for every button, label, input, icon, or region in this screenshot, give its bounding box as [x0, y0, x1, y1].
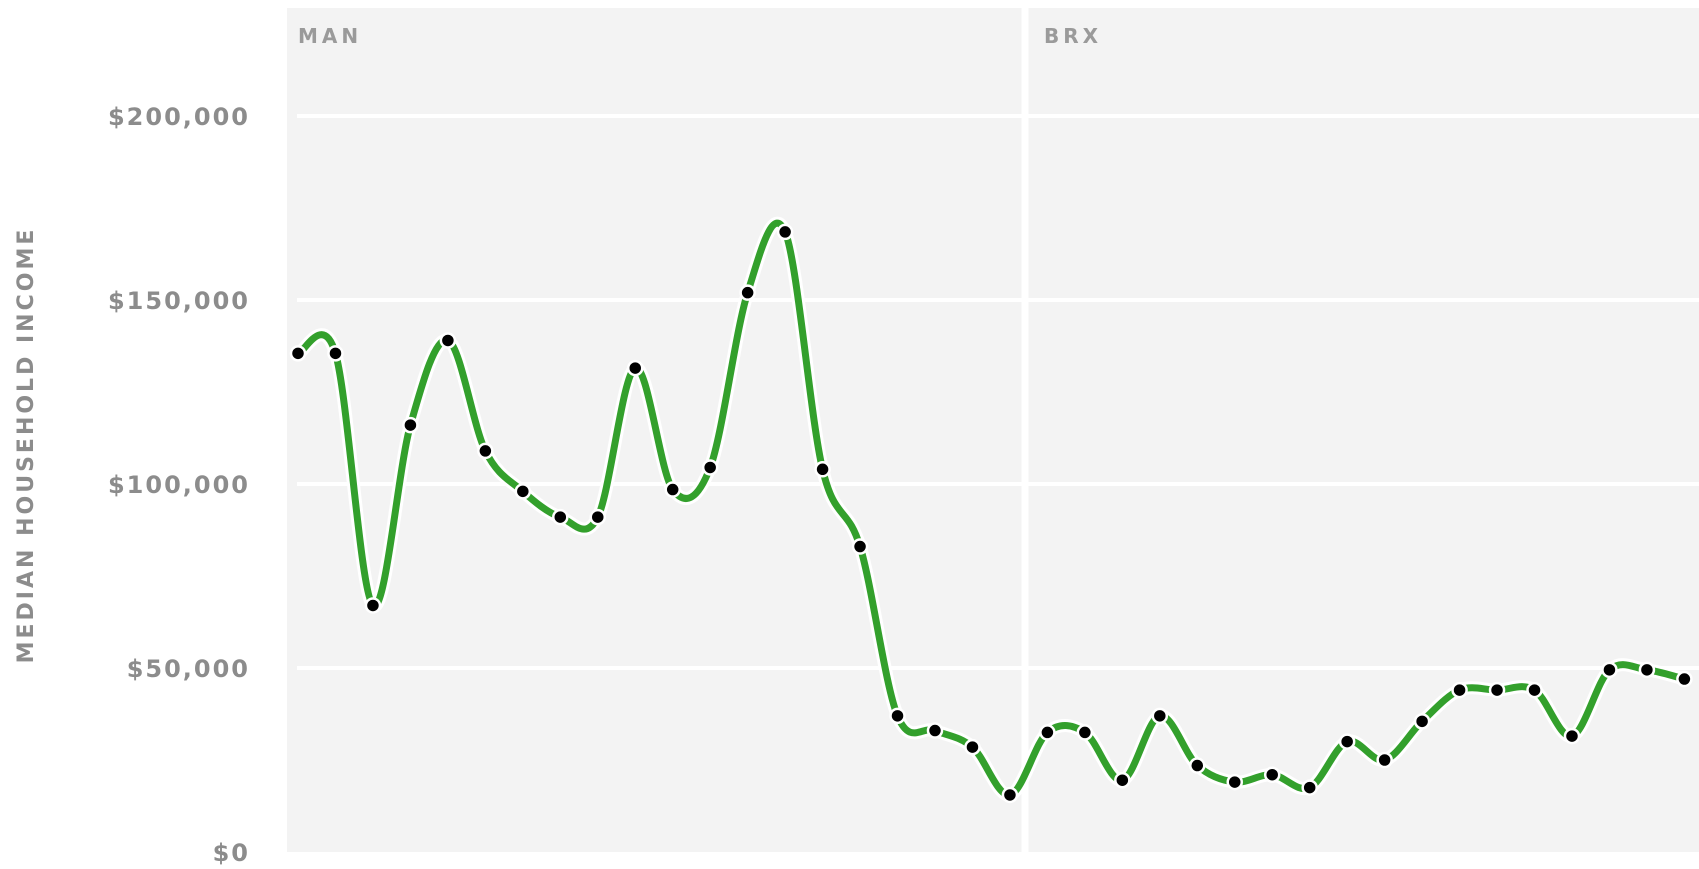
- data-point: [1226, 773, 1243, 791]
- data-point: [776, 223, 794, 241]
- data-point: [1601, 661, 1618, 679]
- y-tick-label: $200,000: [108, 103, 250, 131]
- data-point: [402, 416, 419, 434]
- data-point: [1263, 766, 1281, 783]
- y-tick-label: $0: [213, 839, 250, 867]
- series-markers: [289, 223, 1693, 804]
- data-point: [889, 707, 906, 725]
- data-point: [964, 738, 981, 756]
- panel-label: BRX: [1044, 24, 1102, 48]
- data-point: [514, 483, 532, 500]
- y-axis-title: MEDIAN HOUSEHOLD INCOME: [14, 227, 39, 664]
- data-point: [1039, 724, 1056, 741]
- data-point: [739, 284, 756, 301]
- data-point: [701, 459, 719, 476]
- data-point: [1638, 661, 1656, 679]
- plot-area: [287, 8, 1699, 852]
- data-point: [1451, 681, 1468, 699]
- data-point: [1488, 681, 1506, 699]
- panel-label: MAN: [298, 24, 362, 48]
- data-point: [626, 359, 644, 377]
- data-point: [1526, 681, 1543, 699]
- data-point: [1076, 724, 1094, 741]
- data-point: [477, 442, 494, 460]
- panel-labels: MAN BRX: [298, 24, 1102, 48]
- data-point: [1376, 751, 1393, 769]
- data-point: [289, 345, 307, 362]
- data-point: [1563, 727, 1581, 745]
- data-point: [1413, 713, 1431, 730]
- data-point: [439, 332, 457, 349]
- data-point: [926, 722, 944, 739]
- y-tick-label: $100,000: [108, 471, 250, 499]
- data-point: [552, 508, 569, 526]
- y-tick-label: $50,000: [127, 655, 250, 683]
- panels-background: [287, 8, 1699, 852]
- data-point: [1338, 733, 1356, 750]
- y-tick-label: $150,000: [108, 287, 250, 315]
- data-point: [1001, 786, 1019, 804]
- data-point: [364, 597, 382, 614]
- data-point: [1189, 757, 1206, 774]
- data-point: [1151, 707, 1169, 725]
- data-point: [1114, 771, 1131, 789]
- data-point: [327, 345, 344, 362]
- data-point: [589, 508, 607, 526]
- gridlines: [297, 114, 1699, 670]
- y-axis: $0 $50,000 $100,000 $150,000 $200,000: [108, 103, 250, 867]
- data-point: [814, 461, 831, 478]
- data-point: [664, 481, 681, 498]
- data-point: [851, 538, 869, 555]
- data-point: [1676, 670, 1693, 688]
- data-point: [1301, 779, 1318, 796]
